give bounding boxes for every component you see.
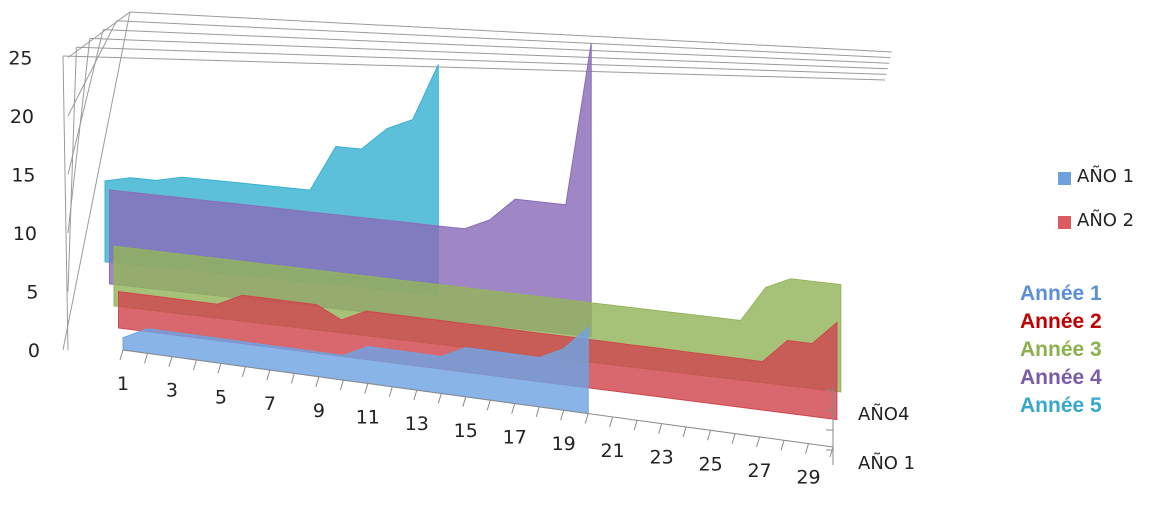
x-tick-mark — [241, 366, 246, 377]
x-tick-label: 29 — [796, 467, 820, 489]
series-area-annee-1 — [122, 326, 589, 415]
x-tick-label: 23 — [650, 447, 674, 469]
x-tick-mark — [266, 369, 271, 381]
x-tick-mark — [364, 383, 369, 394]
depth-axis: AÑO 1 AÑO4 — [826, 387, 915, 474]
x-tick-mark — [560, 410, 565, 421]
x-tick-mark — [462, 396, 467, 407]
x-tick-mark — [339, 379, 344, 391]
chart-walls — [62, 11, 131, 351]
back-gridline — [76, 46, 887, 75]
x-tick-label: 11 — [356, 406, 380, 428]
x-tick-mark — [731, 433, 736, 444]
x-tick-mark — [119, 349, 124, 361]
x-tick-label: 17 — [503, 427, 527, 449]
series-label-annee-3: Année 3 — [1020, 338, 1102, 361]
x-tick-label: 7 — [264, 393, 276, 415]
x-tick-mark — [780, 440, 785, 451]
x-tick-mark — [535, 406, 540, 418]
back-gridline — [62, 55, 886, 81]
x-tick-label: 1 — [117, 373, 129, 395]
side-gridline — [67, 29, 104, 175]
x-tick-mark — [756, 436, 761, 448]
x-tick-label: 27 — [747, 460, 771, 482]
x-tick-label: 3 — [166, 380, 178, 402]
back-gridline — [116, 20, 891, 59]
y-tick-label: 10 — [13, 223, 37, 245]
x-tick-mark — [633, 420, 638, 431]
x-tick-mark — [437, 393, 442, 404]
y-tick-label: 5 — [26, 282, 38, 304]
x-tick-label: 19 — [552, 433, 576, 455]
back-gridline — [103, 29, 890, 64]
side-gridline — [67, 38, 91, 234]
depth-tick-label: AÑO4 — [858, 403, 909, 425]
side-gridline — [62, 55, 69, 351]
x-tick-mark — [584, 413, 589, 424]
legend-label-ano1: AÑO 1 — [1077, 166, 1135, 187]
y-tick-label: 0 — [28, 340, 40, 362]
x-tick-mark — [658, 423, 663, 434]
side-gridline — [67, 20, 118, 117]
legend-label-ano2: AÑO 2 — [1077, 210, 1135, 231]
x-tick-label: 25 — [698, 453, 722, 475]
series-label-annee-5: Année 5 — [1020, 394, 1102, 417]
series-label-annee-2: Année 2 — [1020, 310, 1102, 333]
x-tick-label: 5 — [215, 386, 227, 408]
y-axis-ticks: 0 5 10 15 20 25 — [8, 48, 40, 363]
x-tick-mark — [388, 386, 393, 397]
x-tick-mark — [192, 359, 197, 371]
x-axis-line — [122, 349, 834, 448]
series-label-annee-1: Année 1 — [1020, 282, 1102, 305]
y-tick-label: 20 — [10, 106, 34, 128]
back-gridline — [89, 37, 888, 70]
x-tick-mark — [217, 363, 222, 374]
back-gridline — [129, 11, 893, 53]
y-tick-label: 25 — [8, 48, 32, 70]
x-tick-mark — [315, 376, 320, 387]
depth-tick-label: AÑO 1 — [858, 452, 915, 474]
x-tick-label: 9 — [313, 400, 325, 422]
x-tick-mark — [144, 353, 148, 364]
x-tick-label: 13 — [405, 413, 429, 435]
legend-swatch-ano2 — [1058, 216, 1071, 229]
x-tick-mark — [682, 426, 687, 438]
x-tick-mark — [511, 403, 516, 414]
series-labels: Année 1 Année 2 Année 3 Année 4 Année 5 — [1020, 280, 1102, 420]
left-wall-edge — [62, 11, 131, 351]
x-tick-mark — [805, 443, 809, 454]
x-tick-mark — [707, 430, 712, 441]
x-tick-mark — [168, 356, 173, 367]
x-tick-label: 21 — [601, 440, 625, 462]
gridlines — [62, 11, 893, 351]
x-tick-mark — [290, 373, 295, 384]
y-tick-label: 15 — [11, 165, 35, 187]
series-label-annee-4: Année 4 — [1020, 366, 1102, 389]
x-axis-ticks: 1 3 5 7 9 11 13 15 17 19 21 23 25 27 29 — [117, 349, 834, 489]
x-axis — [122, 349, 834, 448]
legend-swatch-ano1 — [1058, 172, 1071, 185]
side-gridline — [67, 47, 77, 292]
x-tick-mark — [609, 416, 614, 428]
series-areas — [104, 43, 842, 421]
x-tick-mark — [413, 389, 418, 401]
x-tick-label: 15 — [454, 420, 478, 442]
x-tick-mark — [486, 400, 491, 411]
side-gridline — [67, 11, 131, 58]
